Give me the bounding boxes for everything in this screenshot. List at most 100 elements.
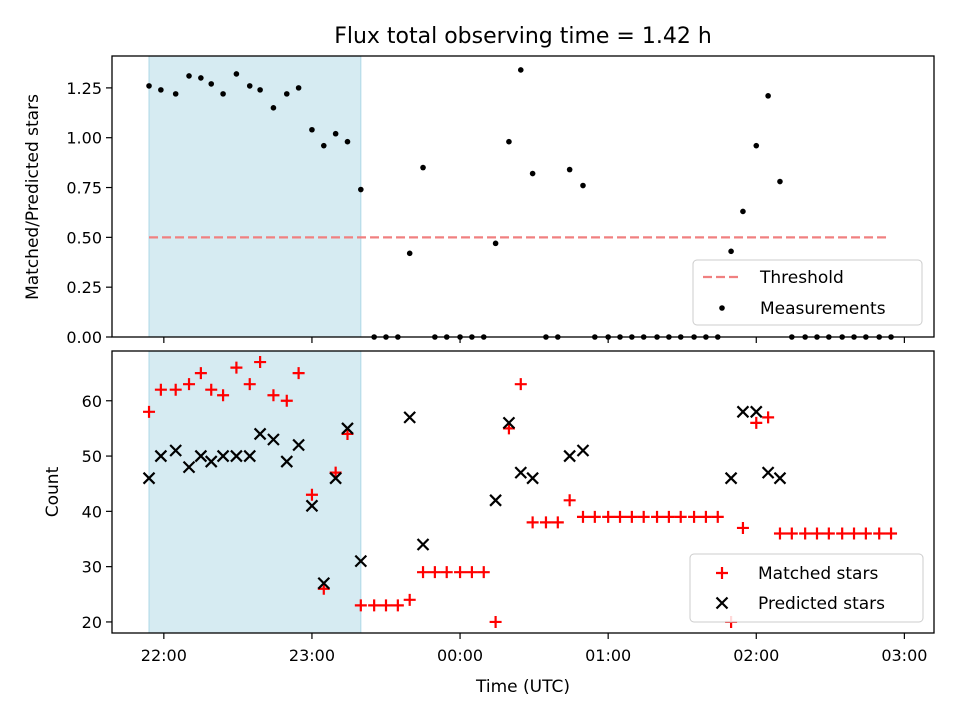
- matched-star-marker: [539, 516, 552, 529]
- measurement-point: [740, 208, 746, 215]
- matched-star-marker: [848, 527, 861, 540]
- matched-star-marker: [465, 566, 478, 579]
- bottom-y-tick-label: 30: [82, 558, 102, 577]
- matched-star-marker: [822, 527, 835, 540]
- matched-star-marker: [254, 356, 267, 369]
- bottom-legend: Matched stars Predicted stars: [689, 553, 924, 623]
- matched-star-marker: [773, 527, 786, 540]
- matched-star-marker: [885, 527, 898, 540]
- measurement-point: [728, 248, 734, 255]
- measurement-point: [420, 164, 426, 171]
- bottom-y-tick-label: 40: [82, 502, 102, 521]
- top-panel-frame: [111, 55, 935, 338]
- matched-star-marker: [169, 383, 182, 396]
- x-tick-label: 23:00: [289, 646, 335, 665]
- measurement-point: [777, 178, 783, 185]
- predicted-star-marker: [280, 455, 294, 468]
- measurement-point: [517, 67, 524, 73]
- measurement-point: [358, 186, 364, 193]
- measurement-point: [295, 85, 302, 91]
- predicted-star-marker: [416, 538, 430, 551]
- measurement-point: [186, 73, 192, 79]
- top-y-tick-label: 0.25: [66, 278, 102, 297]
- matched-star-marker: [674, 510, 687, 523]
- legend-predicted-label: Predicted stars: [758, 594, 885, 614]
- legend-measurements-swatch: [719, 305, 725, 311]
- x-tick-label: 02:00: [733, 646, 779, 665]
- top-y-tick-label: 0.00: [66, 328, 102, 347]
- x-tick-label: 03:00: [881, 646, 927, 665]
- measurement-point: [198, 75, 204, 81]
- matched-star-marker: [194, 367, 207, 380]
- matched-star-marker: [183, 378, 196, 391]
- matched-star-marker: [762, 411, 775, 424]
- top-shaded-span: [148, 55, 362, 338]
- bottom-panel-frame: [111, 350, 935, 634]
- measurement-point: [492, 240, 499, 247]
- measurement-point: [344, 138, 351, 145]
- matched-star-marker: [514, 378, 527, 391]
- bottom-y-tick-label: 20: [82, 613, 102, 632]
- measurement-point: [580, 182, 586, 189]
- top-y-tick-label: 1.25: [66, 79, 102, 98]
- matched-star-marker: [563, 494, 576, 507]
- measurement-point: [753, 142, 760, 149]
- legend-predicted-swatch: [715, 596, 729, 610]
- measurement-point: [406, 250, 413, 257]
- x-tick-label: 01:00: [585, 646, 631, 665]
- matched-star-marker: [205, 383, 218, 396]
- predicted-star-marker: [403, 411, 416, 424]
- matched-star-marker: [154, 383, 167, 396]
- matched-star-marker: [625, 510, 638, 523]
- matched-star-marker: [711, 510, 724, 523]
- x-tick-label: 22:00: [141, 646, 187, 665]
- chart-title: Flux total observing time = 1.42 h: [334, 24, 712, 49]
- predicted-star-marker: [576, 444, 590, 457]
- predicted-star-marker: [354, 554, 368, 568]
- matched-star-marker: [614, 510, 627, 523]
- measurement-point: [506, 138, 512, 145]
- legend-matched-swatch: [716, 567, 728, 579]
- x-tick-label: 00:00: [437, 646, 483, 665]
- top-legend-box: [692, 259, 923, 326]
- predicted-star-marker: [194, 449, 208, 463]
- predicted-star-marker: [230, 449, 243, 463]
- predicted-star-marker: [563, 449, 576, 463]
- matched-star-marker: [750, 416, 763, 429]
- matched-star-marker: [651, 510, 664, 523]
- legend-matched-label: Matched stars: [758, 564, 878, 584]
- measurement-point: [332, 130, 339, 137]
- measurement-point: [320, 142, 327, 149]
- matched-star-marker: [440, 566, 453, 579]
- predicted-star-marker: [267, 433, 280, 446]
- matched-star-marker: [576, 510, 589, 523]
- predicted-star-marker: [749, 405, 763, 419]
- top-panel: 0.00 0.25 0.50 0.75 1.00 1.25 Threshold Measure…: [66, 55, 935, 347]
- measurement-point: [309, 126, 315, 133]
- x-axis-label: Time (UTC): [475, 677, 570, 697]
- predicted-star-marker: [489, 494, 502, 507]
- predicted-star-marker: [736, 405, 750, 419]
- matched-star-marker: [380, 599, 392, 612]
- measurement-point: [765, 93, 771, 99]
- matched-star-marker: [368, 599, 381, 612]
- matched-star-marker: [243, 378, 256, 391]
- predicted-star-marker: [317, 576, 331, 590]
- matched-star-marker: [267, 389, 280, 402]
- measurement-point: [220, 91, 226, 97]
- matched-star-marker: [699, 510, 712, 523]
- matched-star-marker: [602, 510, 615, 523]
- predicted-star-marker: [502, 416, 516, 430]
- measurement-point: [158, 87, 164, 93]
- matched-star-marker: [873, 527, 886, 540]
- matched-star-marker: [551, 516, 564, 529]
- matched-star-marker: [428, 566, 441, 579]
- predicted-star-marker: [761, 466, 775, 479]
- matched-star-marker: [810, 527, 823, 540]
- measurement-point: [208, 81, 215, 87]
- matched-star-marker: [477, 566, 490, 579]
- matched-star-marker: [836, 527, 849, 540]
- predicted-star-marker: [216, 449, 230, 463]
- bottom-panel: 20 30 40 50 60 22:00 23:00 00:00 01:00 02:00 03:00…: [82, 350, 935, 665]
